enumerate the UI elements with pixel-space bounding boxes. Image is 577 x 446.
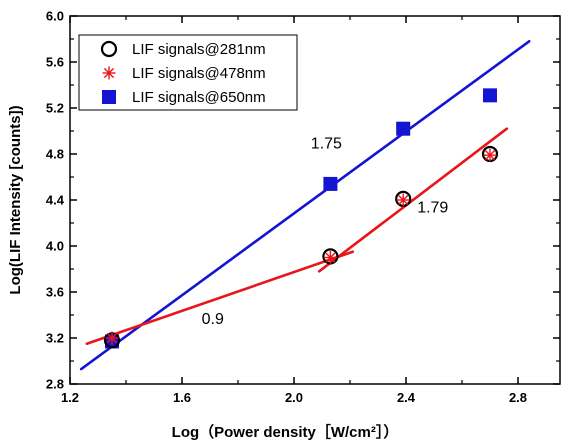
asterisk-marker [102,66,116,80]
asterisk-marker [483,148,497,162]
y-tick-label: 3.6 [46,285,64,300]
y-tick-label: 2.8 [46,377,64,392]
legend-entry: LIF signals@281nm [100,40,266,58]
y-tick-label: 5.2 [46,101,64,116]
asterisk-marker [396,193,410,207]
y-tick-label: 4.4 [46,193,65,208]
fit-lines [79,39,531,371]
fit-line [85,250,355,346]
square-marker [323,176,338,191]
axis-ticks: 1.2 1.6 2.0 2.4 2.8 2.8 3.2 3.6 4.0 4.4 4.8 5.2 5.6 6… [46,9,560,405]
x-tick-label: 2.4 [397,390,416,405]
y-axis-title: Log(LIF Intensity [counts]) [7,105,24,294]
annotations: 1.75 1.79 0.9 [202,135,449,328]
legend-entry: LIF signals@478nm [102,65,266,82]
asterisk-marker [105,331,119,345]
y-tick-label: 6.0 [46,9,64,24]
x-tick-label: 2.8 [509,390,527,405]
series-asterisk [105,148,497,345]
legend-label: LIF signals@478nm [132,65,266,82]
data-points [103,88,499,349]
x-tick-label: 1.6 [173,390,191,405]
slope-annotation: 1.79 [417,200,448,217]
slope-annotation: 0.9 [202,311,224,328]
y-tick-label: 4.0 [46,239,64,254]
y-tick-label: 3.2 [46,331,64,346]
x-tick-label: 2.0 [285,390,303,405]
asterisk-marker [323,251,337,264]
legend-label: LIF signals@281nm [132,41,266,58]
y-tick-label: 5.6 [46,55,64,70]
fit-line [317,127,509,273]
square-marker [483,88,497,103]
fit-line [79,39,531,371]
circle-marker [100,40,118,58]
legend: LIF signals@281nm LIF signals@478nm LIF si… [78,34,298,111]
square-marker [396,121,411,136]
slope-annotation: 1.75 [311,135,342,152]
y-tick-label: 4.8 [46,147,64,162]
square-marker [102,90,116,104]
x-tick-label: 1.2 [61,390,79,405]
x-axis-title: Log（Power density［W/cm²］） [172,423,399,441]
legend-entry: LIF signals@650nm [102,89,266,106]
legend-label: LIF signals@650nm [132,89,266,106]
